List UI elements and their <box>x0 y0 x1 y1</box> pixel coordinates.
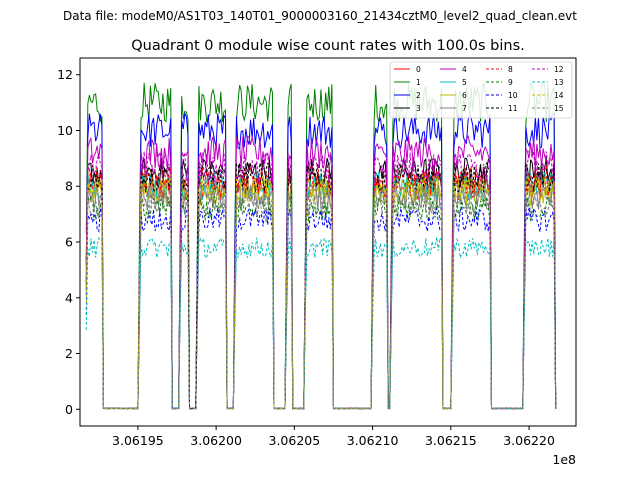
legend-label-13: 13 <box>554 78 564 87</box>
legend-label-14: 14 <box>554 91 564 100</box>
x-tick-label: 3.06205 <box>269 433 321 448</box>
x-tick-label: 3.06220 <box>503 433 555 448</box>
y-tick-label: 6 <box>65 235 73 250</box>
y-tick-label: 0 <box>65 402 73 417</box>
x-tick-label: 3.06195 <box>112 433 164 448</box>
series-line-4 <box>85 134 557 410</box>
x-offset-label: 1e8 <box>552 452 576 467</box>
legend-label-0: 0 <box>416 65 421 74</box>
series-line-5 <box>85 171 557 410</box>
legend-label-15: 15 <box>554 104 564 113</box>
x-tick-label: 3.06200 <box>190 433 242 448</box>
x-axis: 3.06195 3.06200 3.06205 3.06210 3.06215 3.062… <box>112 426 555 448</box>
legend-label-7: 7 <box>462 104 467 113</box>
legend-label-3: 3 <box>416 104 421 113</box>
legend-label-5: 5 <box>462 78 467 87</box>
x-tick-label: 3.06210 <box>347 433 399 448</box>
legend-label-8: 8 <box>508 65 513 74</box>
chart-title: Quadrant 0 module wise count rates with … <box>131 38 525 54</box>
y-tick-label: 10 <box>57 123 73 138</box>
legend-label-4: 4 <box>462 65 467 74</box>
legend-box <box>389 61 573 119</box>
series-line-13 <box>85 236 557 410</box>
figure-suptitle: Data file: modeM0/AS1T03_140T01_90000031… <box>63 9 577 23</box>
series-line-15 <box>85 188 557 410</box>
legend-label-2: 2 <box>416 91 421 100</box>
legend-label-12: 12 <box>554 65 564 74</box>
series-line-12 <box>85 150 557 410</box>
y-tick-label: 8 <box>65 179 73 194</box>
y-tick-label: 2 <box>65 346 73 361</box>
legend-label-9: 9 <box>508 78 513 87</box>
y-tick-label: 4 <box>65 290 73 305</box>
legend-label-1: 1 <box>416 78 421 87</box>
legend-label-11: 11 <box>508 104 518 113</box>
legend-label-6: 6 <box>462 91 467 100</box>
series-line-14 <box>85 173 557 410</box>
y-axis: 0 2 4 6 8 10 12 <box>57 67 80 417</box>
series-line-9 <box>85 195 557 410</box>
legend-label-10: 10 <box>508 91 518 100</box>
y-tick-label: 12 <box>57 67 73 82</box>
series-layer <box>85 80 557 410</box>
x-tick-label: 3.06215 <box>425 433 477 448</box>
